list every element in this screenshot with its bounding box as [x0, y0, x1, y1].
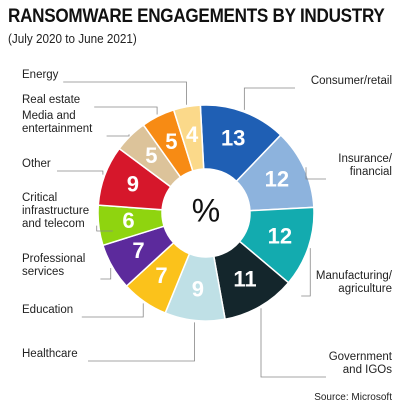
slice-value-9: 5 [145, 143, 157, 168]
slice-label-6-line-1: services [22, 266, 64, 278]
slice-label-4-line-0: Healthcare [22, 348, 78, 360]
chart-title: RANSOMWARE ENGAGEMENTS BY INDUSTRY [8, 6, 385, 27]
slice-label-1-line-0: Insurance/ [338, 153, 393, 165]
slice-value-6: 7 [132, 238, 144, 263]
slice-label-11-line-0: Energy [22, 69, 59, 81]
slice-label-9-line-0: Media and [22, 110, 76, 122]
slice-label-5-line-0: Education [22, 304, 73, 316]
slice-value-7: 6 [122, 208, 134, 233]
chart-subtitle: (July 2020 to June 2021) [8, 31, 137, 46]
slice-value-5: 7 [155, 263, 167, 288]
leader-line-6 [100, 268, 112, 280]
slice-label-8-line-0: Other [22, 158, 51, 170]
leader-line-0 [243, 87, 295, 110]
leader-line-4 [88, 322, 195, 362]
slice-label-10-line-0: Real estate [22, 94, 80, 106]
slice-label-9-line-1: entertainment [22, 123, 93, 135]
slice-label-0-line-0: Consumer/retail [311, 75, 392, 87]
leader-line-10 [94, 106, 158, 115]
slice-label-3-line-0: Government [329, 351, 393, 363]
slice-11 [172, 104, 205, 172]
slice-value-1: 12 [265, 166, 289, 191]
slice-label-2-line-0: Manufacturing/ [316, 270, 393, 282]
slice-value-10: 5 [165, 129, 177, 154]
slice-value-8: 9 [127, 172, 139, 197]
center-percent-label: % [192, 192, 220, 228]
slice-label-3-line-1: and IGOs [343, 364, 392, 376]
slice-label-6-line-0: Professional [22, 253, 85, 265]
slice-label-7-line-1: infrastructure [22, 205, 89, 217]
slice-value-11: 4 [186, 122, 199, 147]
leader-line-11 [63, 81, 187, 105]
slice-label-7-line-0: Critical [22, 192, 57, 204]
leader-line-1 [305, 167, 326, 180]
slice-label-2-line-1: agriculture [338, 283, 392, 295]
leader-line-9 [106, 134, 130, 137]
leader-line-7 [96, 225, 113, 232]
slice-label-7-line-2: and telecom [22, 218, 85, 230]
leader-line-3 [260, 308, 326, 378]
slice-label-1-line-1: financial [350, 166, 392, 178]
slice-value-2: 12 [268, 224, 292, 249]
leader-line-5 [81, 303, 144, 318]
leader-line-2 [301, 248, 311, 297]
leader-line-8 [57, 170, 104, 175]
source-note: Source: Microsoft [314, 392, 392, 403]
slice-value-4: 9 [192, 276, 204, 301]
slice-value-3: 11 [233, 266, 256, 291]
slice-value-0: 13 [221, 126, 245, 151]
